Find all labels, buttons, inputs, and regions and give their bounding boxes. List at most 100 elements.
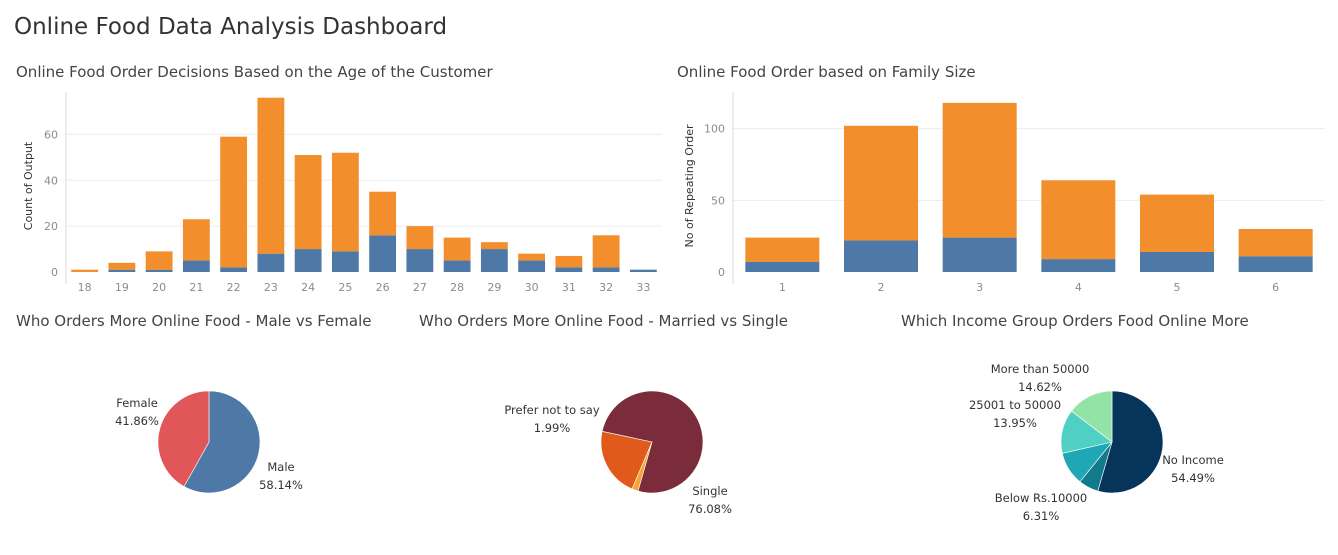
age-bar-28-series-0 — [443, 260, 471, 272]
age-bar-22-series-1 — [220, 136, 248, 268]
family-bar-4-series-1 — [1041, 180, 1116, 260]
marital-slice-unlabeled-2 — [600, 431, 653, 490]
family-y-tick-label: 0 — [718, 266, 725, 279]
age-y-tick-label: 40 — [44, 174, 58, 187]
income-slice-percent: 6.31% — [1023, 509, 1060, 523]
age-bar-24-series-1 — [294, 155, 322, 250]
age-x-tick-label: 21 — [189, 281, 203, 294]
marital-slice-label: Prefer not to say — [504, 403, 600, 417]
gender-chart-title: Who Orders More Online Food - Male vs Fe… — [16, 312, 372, 330]
age-x-tick-label: 24 — [301, 281, 315, 294]
family-x-tick-label: 6 — [1272, 281, 1279, 294]
marital-slice-percent: 1.99% — [534, 421, 571, 435]
income-slice-percent: 13.95% — [993, 416, 1037, 430]
family-x-tick-label: 3 — [976, 281, 983, 294]
gender-slice-label: Female — [116, 396, 158, 410]
gender-slice-male — [183, 390, 261, 494]
age-x-tick-label: 22 — [227, 281, 241, 294]
family-bar-1-series-1 — [745, 237, 820, 262]
age-bar-18-series-1 — [71, 269, 99, 272]
marital-chart-title: Who Orders More Online Food - Married vs… — [419, 312, 788, 330]
age-bar-25-series-1 — [331, 152, 359, 252]
gender-slice-female — [157, 390, 210, 487]
age-bar-26-series-1 — [369, 191, 397, 236]
age-bar-27-series-0 — [406, 249, 434, 272]
marital-slice-percent: 76.08% — [688, 502, 732, 516]
marital-slice-label: Single — [692, 484, 727, 498]
age-bar-27-series-1 — [406, 226, 434, 250]
age-bar-chart: 0 20 40 60 Count of Output 18 19 20 21 22 23 24 25 26… — [22, 92, 662, 294]
age-chart-title: Online Food Order Decisions Based on the… — [16, 63, 493, 81]
income-slice-percent: 54.49% — [1171, 471, 1215, 485]
age-bar-31-series-0 — [555, 267, 583, 272]
age-bar-32-series-0 — [592, 267, 620, 272]
age-x-tick-label: 23 — [264, 281, 278, 294]
family-bar-6-series-1 — [1238, 229, 1313, 257]
family-bar-5-series-0 — [1140, 251, 1214, 272]
family-chart-title: Online Food Order based on Family Size — [677, 63, 976, 81]
family-bar-1-series-0 — [745, 261, 820, 272]
age-bar-30-series-0 — [518, 260, 546, 272]
family-bar-chart: 0 50 100 No of Repeating Order 1 2 3 4 5 6 — [683, 92, 1325, 294]
age-x-tick-label: 19 — [115, 281, 129, 294]
age-x-tick-label: 30 — [525, 281, 539, 294]
income-pie-chart: No Income 54.49% Below Rs.10000 6.31% 25001 … — [969, 362, 1224, 523]
age-x-tick-label: 32 — [599, 281, 613, 294]
age-bar-25-series-0 — [331, 251, 359, 272]
age-y-tick-label: 20 — [44, 220, 58, 233]
age-x-tick-label: 18 — [78, 281, 92, 294]
age-x-tick-label: 26 — [376, 281, 390, 294]
family-bar-5-series-1 — [1140, 194, 1214, 252]
age-bar-28-series-1 — [443, 237, 471, 261]
age-bar-21-series-1 — [182, 219, 210, 261]
gender-slice-percent: 58.14% — [259, 478, 303, 492]
income-slice-no-income — [1097, 390, 1164, 494]
age-bar-21-series-0 — [182, 260, 210, 272]
family-y-tick-label: 50 — [711, 194, 725, 207]
age-bar-29-series-0 — [480, 249, 508, 272]
age-x-tick-label: 20 — [152, 281, 166, 294]
age-bar-23-series-0 — [257, 253, 285, 272]
age-x-tick-label: 29 — [487, 281, 501, 294]
family-y-tick-label: 100 — [704, 123, 725, 136]
age-y-tick-label: 60 — [44, 128, 58, 141]
marital-slice-single — [601, 390, 704, 494]
income-chart-title: Which Income Group Orders Food Online Mo… — [901, 312, 1249, 330]
age-bar-24-series-0 — [294, 249, 322, 272]
income-slice-label: More than 50000 — [991, 362, 1090, 376]
age-y-axis-label: Count of Output — [22, 141, 35, 230]
income-slice-label: 25001 to 50000 — [969, 398, 1061, 412]
gender-slice-percent: 41.86% — [115, 414, 159, 428]
income-slice-label: No Income — [1162, 453, 1224, 467]
family-bar-2-series-0 — [844, 240, 918, 272]
dashboard-title: Online Food Data Analysis Dashboard — [14, 14, 448, 40]
marital-pie-chart: Single 76.08% Prefer not to say 1.99% — [504, 390, 732, 516]
family-bar-4-series-0 — [1041, 259, 1116, 272]
income-slice-more-than-50000 — [1071, 390, 1113, 443]
age-bar-29-series-1 — [480, 242, 508, 250]
age-x-tick-label: 27 — [413, 281, 427, 294]
family-x-tick-label: 2 — [878, 281, 885, 294]
age-x-tick-label: 28 — [450, 281, 464, 294]
age-bar-20-series-1 — [145, 251, 173, 270]
income-slice-percent: 14.62% — [1018, 380, 1062, 394]
family-bar-2-series-1 — [844, 125, 918, 241]
gender-pie-chart: Male 58.14% Female 41.86% — [115, 390, 303, 494]
family-y-axis-label: No of Repeating Order — [683, 124, 696, 248]
family-bar-6-series-0 — [1238, 256, 1313, 272]
age-bar-31-series-1 — [555, 255, 583, 268]
income-slice-label: Below Rs.10000 — [995, 491, 1087, 505]
family-bar-3-series-0 — [942, 237, 1017, 272]
age-x-tick-label: 25 — [338, 281, 352, 294]
age-bar-23-series-1 — [257, 97, 285, 254]
age-bar-32-series-1 — [592, 235, 620, 268]
gender-slice-label: Male — [267, 460, 294, 474]
age-bar-30-series-1 — [518, 253, 546, 261]
age-bar-22-series-0 — [220, 267, 248, 272]
age-bar-19-series-0 — [108, 269, 136, 272]
family-bar-3-series-1 — [942, 102, 1017, 238]
age-bar-33-series-0 — [629, 269, 657, 272]
family-x-tick-label: 5 — [1174, 281, 1181, 294]
family-x-tick-label: 4 — [1075, 281, 1082, 294]
family-x-tick-label: 1 — [779, 281, 786, 294]
